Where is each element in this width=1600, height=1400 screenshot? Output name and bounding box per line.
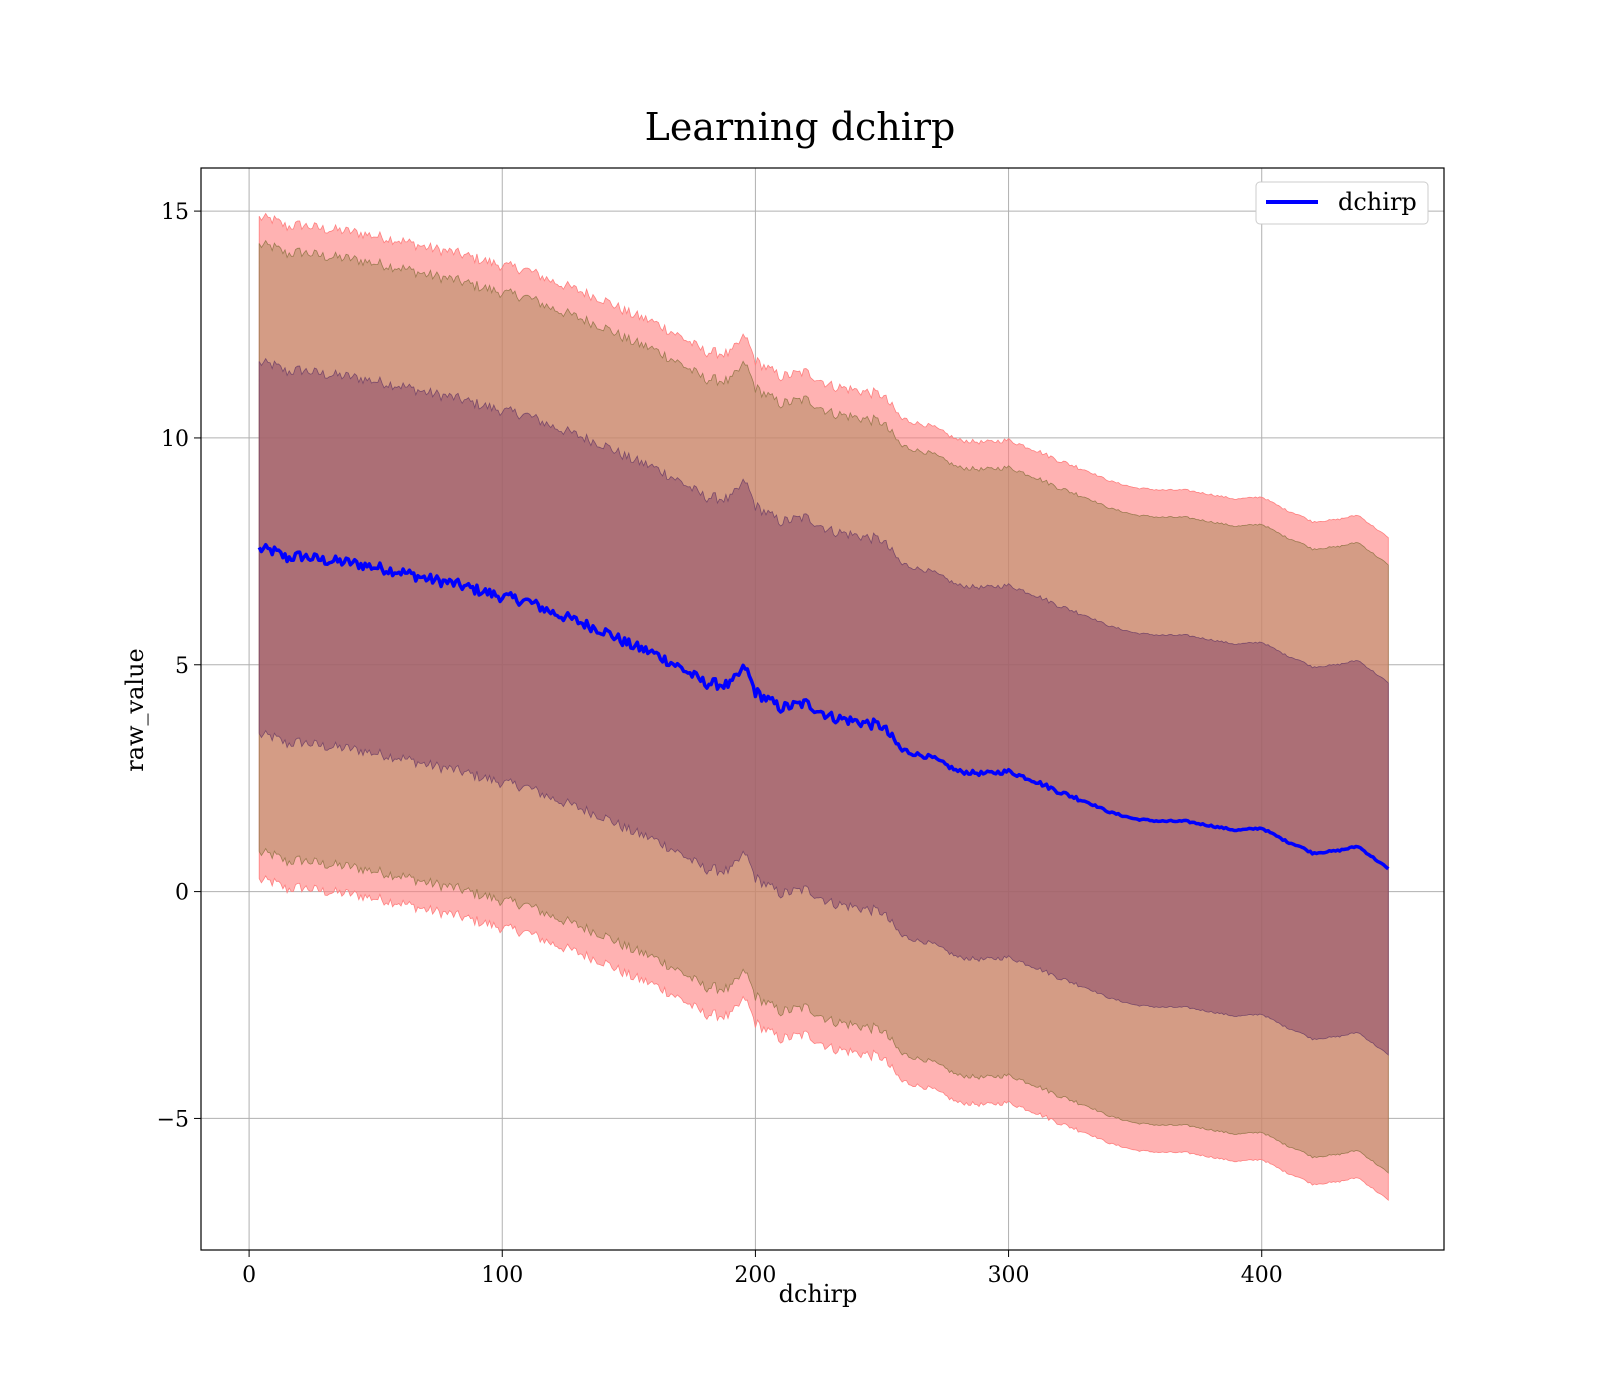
y-tick-label-3: 10 [161,427,189,452]
y-tick-label-0: −5 [157,1107,189,1132]
x-axis-label: dchirp [779,1280,858,1308]
y-tick-label-1: 0 [175,881,189,906]
legend-entry-dchirp: dchirp [1338,188,1417,216]
y-tick-label-4: 15 [161,200,189,225]
x-axis-ticks: 0 100 200 300 400 [242,1250,1283,1288]
legend-box [1255,181,1429,225]
band-inner [258,357,1389,1056]
chart-title: Learning dchirp [645,105,956,149]
y-axis-label: raw_value [121,648,149,772]
plot-area [200,167,1445,1251]
x-tick-label-4: 400 [1241,1263,1283,1288]
y-axis-ticks: −5 0 5 10 15 [157,200,201,1132]
x-tick-label-0: 0 [242,1263,256,1288]
x-tick-label-2: 200 [734,1263,776,1288]
legend: dchirp [1255,181,1429,225]
x-tick-label-1: 100 [481,1263,523,1288]
mean-line-group [257,542,1390,871]
series-line-dchirp [257,542,1390,871]
plot-frame [200,167,1445,1251]
uncertainty-bands [258,212,1389,1201]
x-tick-label-3: 300 [988,1263,1030,1288]
y-tick-label-2: 5 [175,654,189,679]
